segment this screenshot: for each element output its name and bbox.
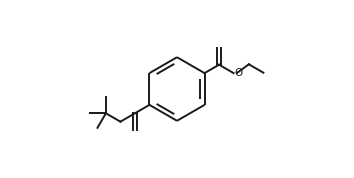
Text: O: O xyxy=(234,68,242,78)
